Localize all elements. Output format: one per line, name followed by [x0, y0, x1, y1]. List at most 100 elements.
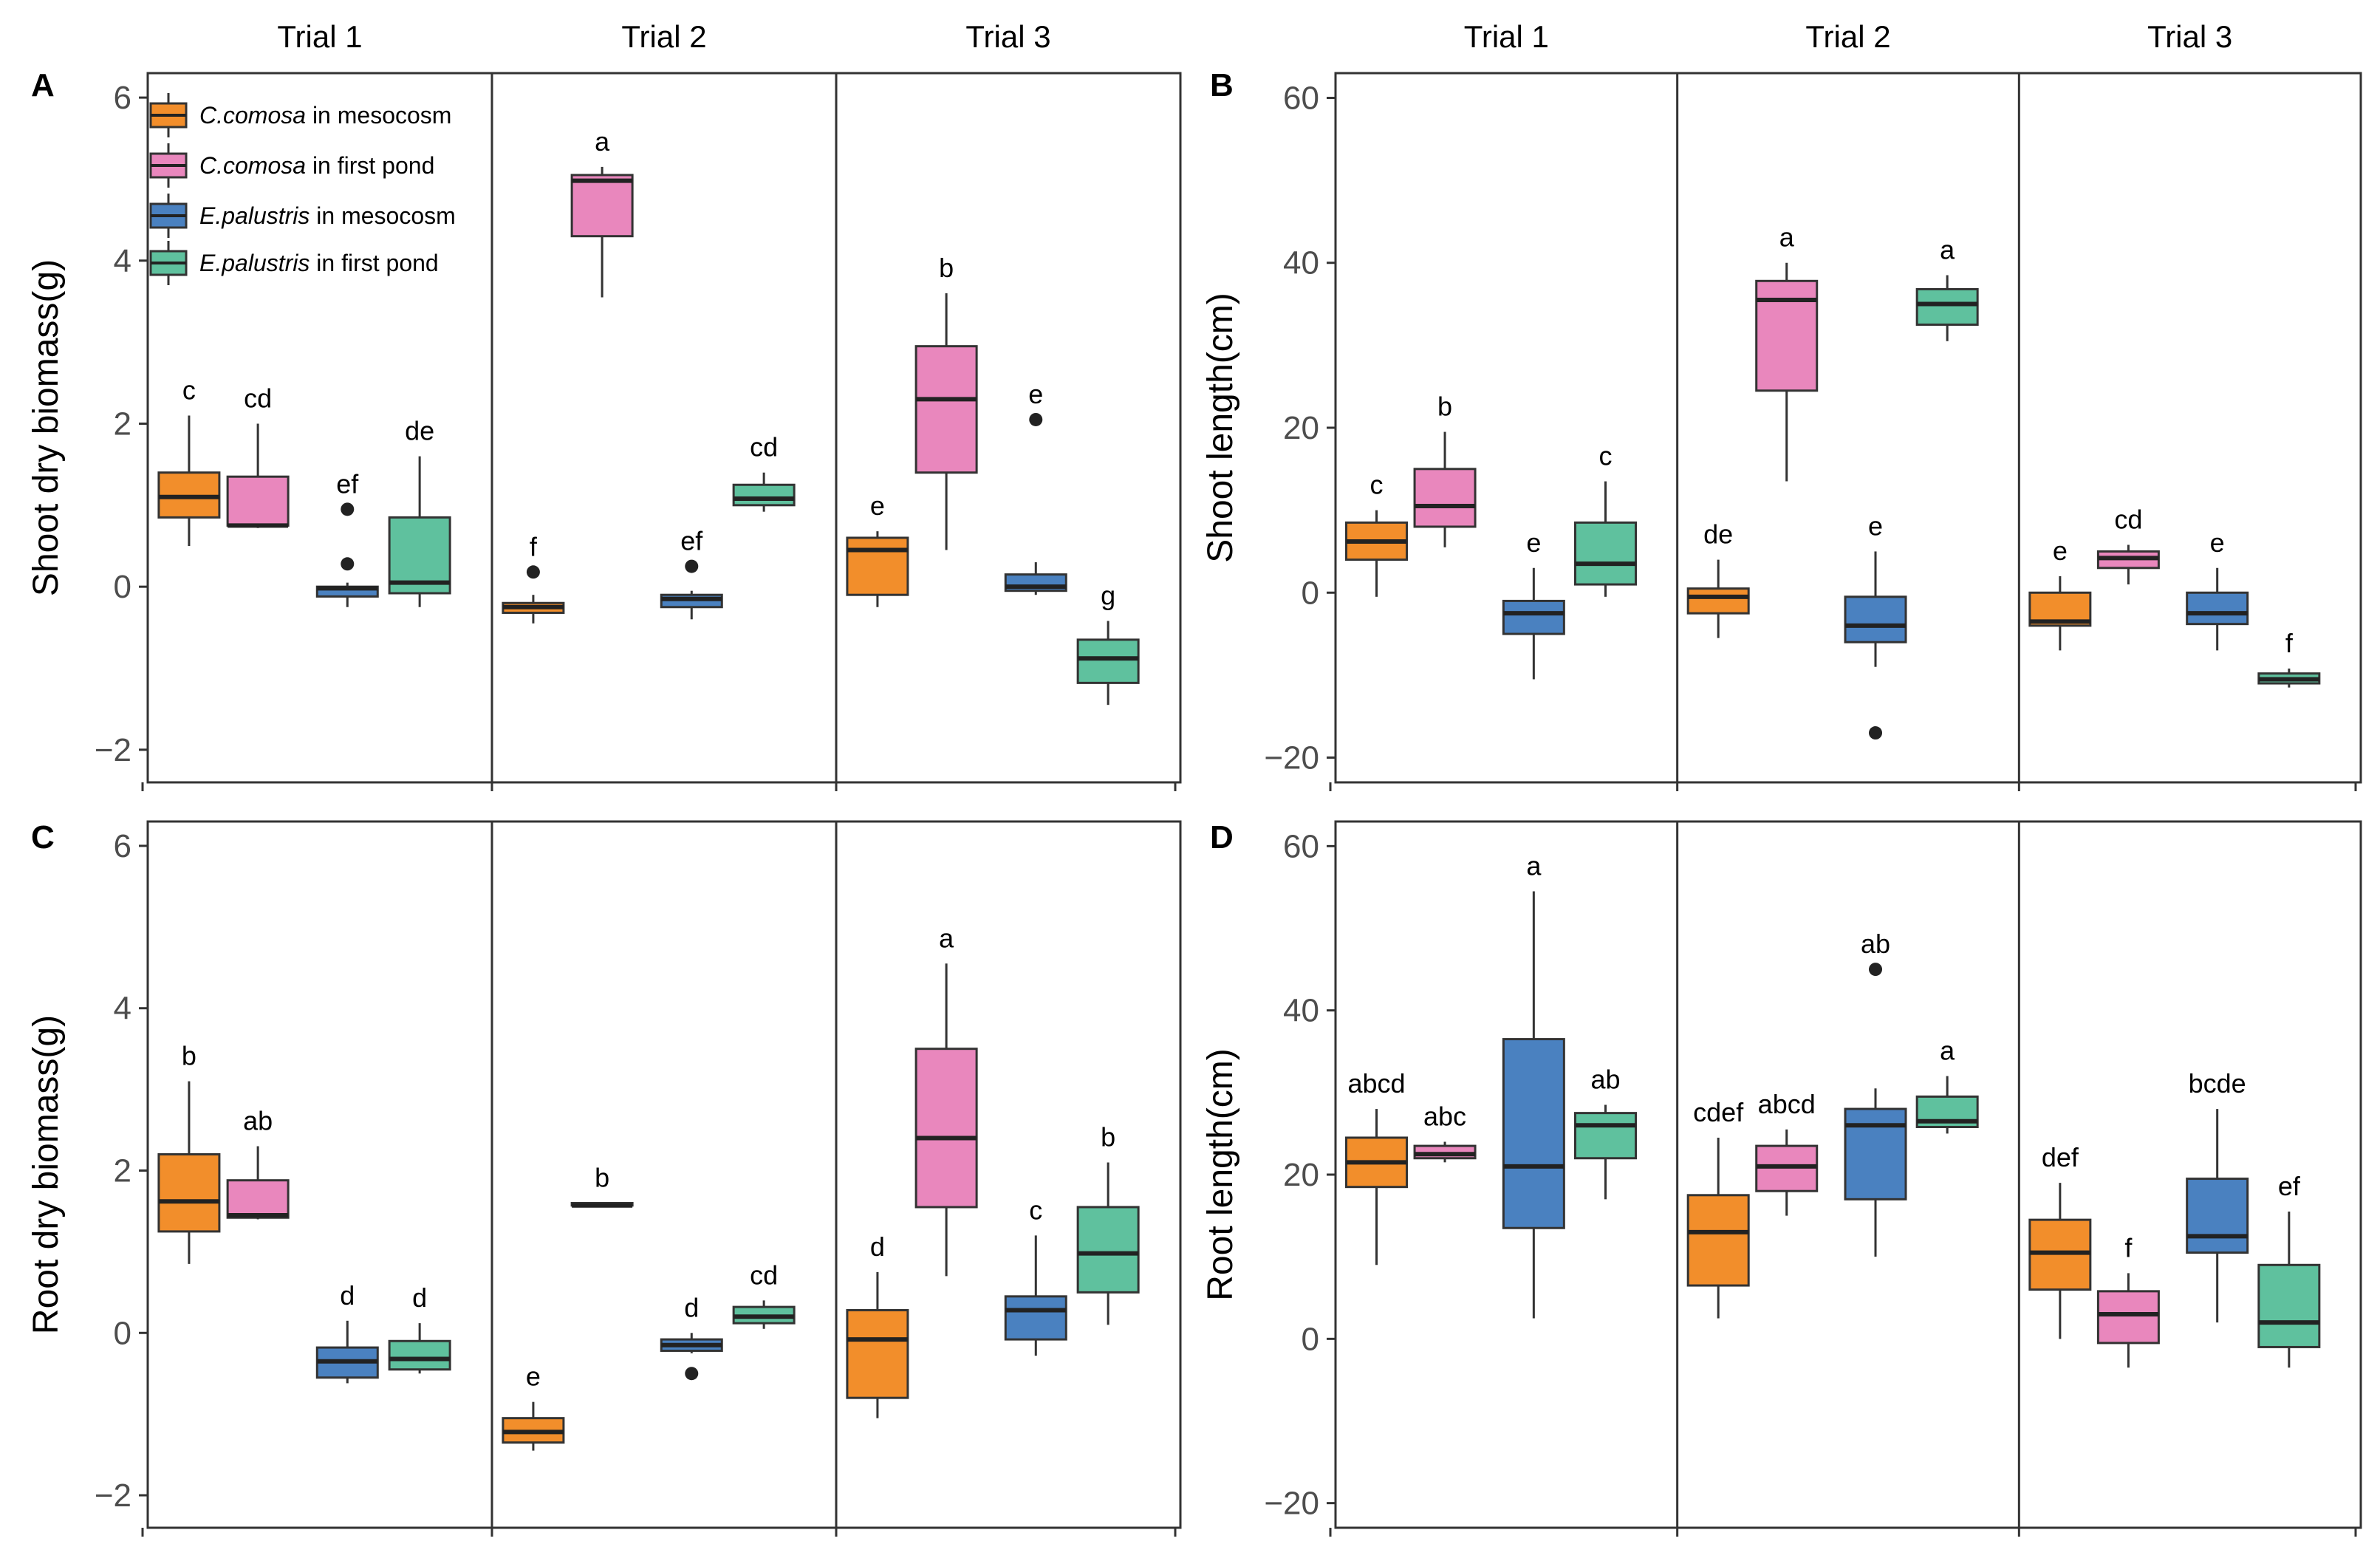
legend-suffix: in mesocosm	[310, 202, 455, 229]
box-trial3-3: e	[2186, 527, 2249, 651]
facet-title: Trial 3	[2147, 19, 2232, 54]
significance-letter: cdef	[1693, 1097, 1744, 1127]
box-body	[1844, 595, 1907, 643]
y-tick-label: −20	[1264, 1486, 1319, 1522]
y-tick-label: −20	[1264, 740, 1319, 776]
box-trial3-1: d	[846, 1232, 909, 1418]
box-trial2-2: a	[1755, 222, 1819, 482]
box-body	[2257, 1263, 2321, 1348]
panel-C: C −2 0 2 4 6 Root dry biomass(g) b ab d d e b d cd d a c b	[27, 819, 1182, 1537]
legend-species: E.palustris	[199, 250, 310, 276]
significance-letter: b	[1437, 392, 1452, 422]
significance-letter: ab	[1590, 1065, 1620, 1095]
y-tick-label: 2	[114, 1153, 131, 1189]
box-trial3-2: cd	[2096, 505, 2160, 585]
outlier-point	[685, 559, 699, 573]
significance-letter: ab	[243, 1106, 273, 1136]
facet-title: Trial 2	[1805, 19, 1890, 54]
box-trial2-3: ab	[1844, 929, 1907, 1257]
box-body	[226, 1179, 290, 1219]
box-trial1-2: ab	[226, 1106, 290, 1220]
box-trial2-4: a	[1915, 1036, 1979, 1134]
significance-letter: c	[1599, 441, 1613, 471]
significance-letter: def	[2042, 1142, 2079, 1172]
legend-suffix: in mesocosm	[306, 102, 451, 129]
box-trial3-4: f	[2257, 628, 2321, 688]
facet-title: Trial 2	[621, 19, 706, 54]
box-body	[2186, 1178, 2249, 1254]
y-tick-label: 60	[1283, 80, 1319, 116]
significance-letter: b	[595, 1162, 609, 1192]
y-tick-label: 4	[114, 991, 131, 1027]
y-tick-label: −2	[95, 1478, 131, 1514]
box-body	[2186, 591, 2249, 626]
y-tick-label: −2	[95, 732, 131, 768]
y-tick-label: 0	[114, 1315, 131, 1351]
panel-A: A Trial 1 Trial 2 Trial 3 −2 0 2 4 6 Shoot dry bi…	[27, 19, 1182, 791]
y-tick-label: 2	[114, 406, 131, 442]
box-trial3-3: bcde	[2186, 1068, 2249, 1323]
significance-letter: ef	[2278, 1171, 2301, 1201]
significance-letter: c	[1029, 1195, 1042, 1225]
box-trial1-2: abc	[1413, 1101, 1477, 1163]
significance-letter: a	[1779, 222, 1795, 253]
significance-letter: g	[1101, 581, 1115, 611]
box-trial1-1: c	[157, 375, 221, 546]
box-trial1-4: de	[388, 416, 451, 607]
legend-suffix: in first pond	[310, 250, 438, 276]
box-trial2-4: a	[1915, 234, 1979, 341]
box-body	[226, 475, 290, 527]
y-tick-label: 20	[1283, 1157, 1319, 1193]
box-body	[1915, 287, 1979, 326]
plot-frame	[1334, 72, 2362, 784]
legend-species: E.palustris	[199, 202, 310, 229]
y-tick-label: 20	[1283, 410, 1319, 446]
outlier-point	[341, 502, 355, 516]
significance-letter: a	[1526, 850, 1542, 881]
legend-label: C.comosa in mesocosm	[199, 102, 451, 129]
box-trial2-3: d	[660, 1292, 723, 1381]
box-trial3-3: c	[1004, 1195, 1067, 1356]
outlier-point	[685, 1367, 699, 1381]
box-body	[1755, 279, 1819, 392]
significance-letter: e	[2210, 527, 2225, 558]
significance-letter: abcd	[1347, 1068, 1405, 1099]
significance-letter: cd	[2114, 505, 2142, 535]
box-trial3-2: f	[2096, 1232, 2160, 1368]
significance-letter: d	[412, 1282, 427, 1313]
significance-letter: d	[340, 1280, 355, 1311]
box-trial3-4: g	[1076, 581, 1140, 706]
box-trial3-2: a	[914, 923, 978, 1277]
significance-letter: de	[405, 416, 434, 446]
y-axis-label: Root dry biomass(g)	[27, 1015, 66, 1334]
box-body	[1413, 468, 1477, 528]
box-trial2-2: b	[570, 1162, 634, 1208]
plot-frame	[146, 72, 1182, 784]
significance-letter: f	[2124, 1232, 2133, 1263]
box-trial3-3: e	[1004, 379, 1067, 595]
significance-letter: b	[182, 1041, 196, 1071]
box-trial2-4: cd	[732, 432, 796, 512]
box-trial1-2: b	[1413, 392, 1477, 547]
box-trial1-4: d	[388, 1282, 451, 1374]
significance-letter: cd	[750, 432, 778, 462]
y-axis-label: Shoot length(cm)	[1201, 293, 1240, 563]
y-tick-label: 40	[1283, 993, 1319, 1029]
significance-letter: f	[2285, 628, 2294, 658]
box-trial2-2: abcd	[1755, 1089, 1819, 1216]
box-body	[1686, 1194, 1750, 1287]
panel-label: A	[31, 67, 55, 103]
box-trial2-1: cdef	[1686, 1097, 1750, 1319]
box-trial2-4: cd	[732, 1260, 796, 1329]
legend-species: C.comosa	[199, 102, 306, 129]
box-body	[157, 1153, 221, 1233]
box-body	[1502, 599, 1565, 635]
box-trial3-1: e	[846, 491, 909, 607]
y-tick-label: 0	[114, 569, 131, 605]
box-body	[1502, 1038, 1565, 1229]
significance-letter: a	[1940, 1036, 1955, 1066]
significance-letter: ab	[1861, 929, 1890, 959]
box-body	[1574, 1112, 1638, 1160]
